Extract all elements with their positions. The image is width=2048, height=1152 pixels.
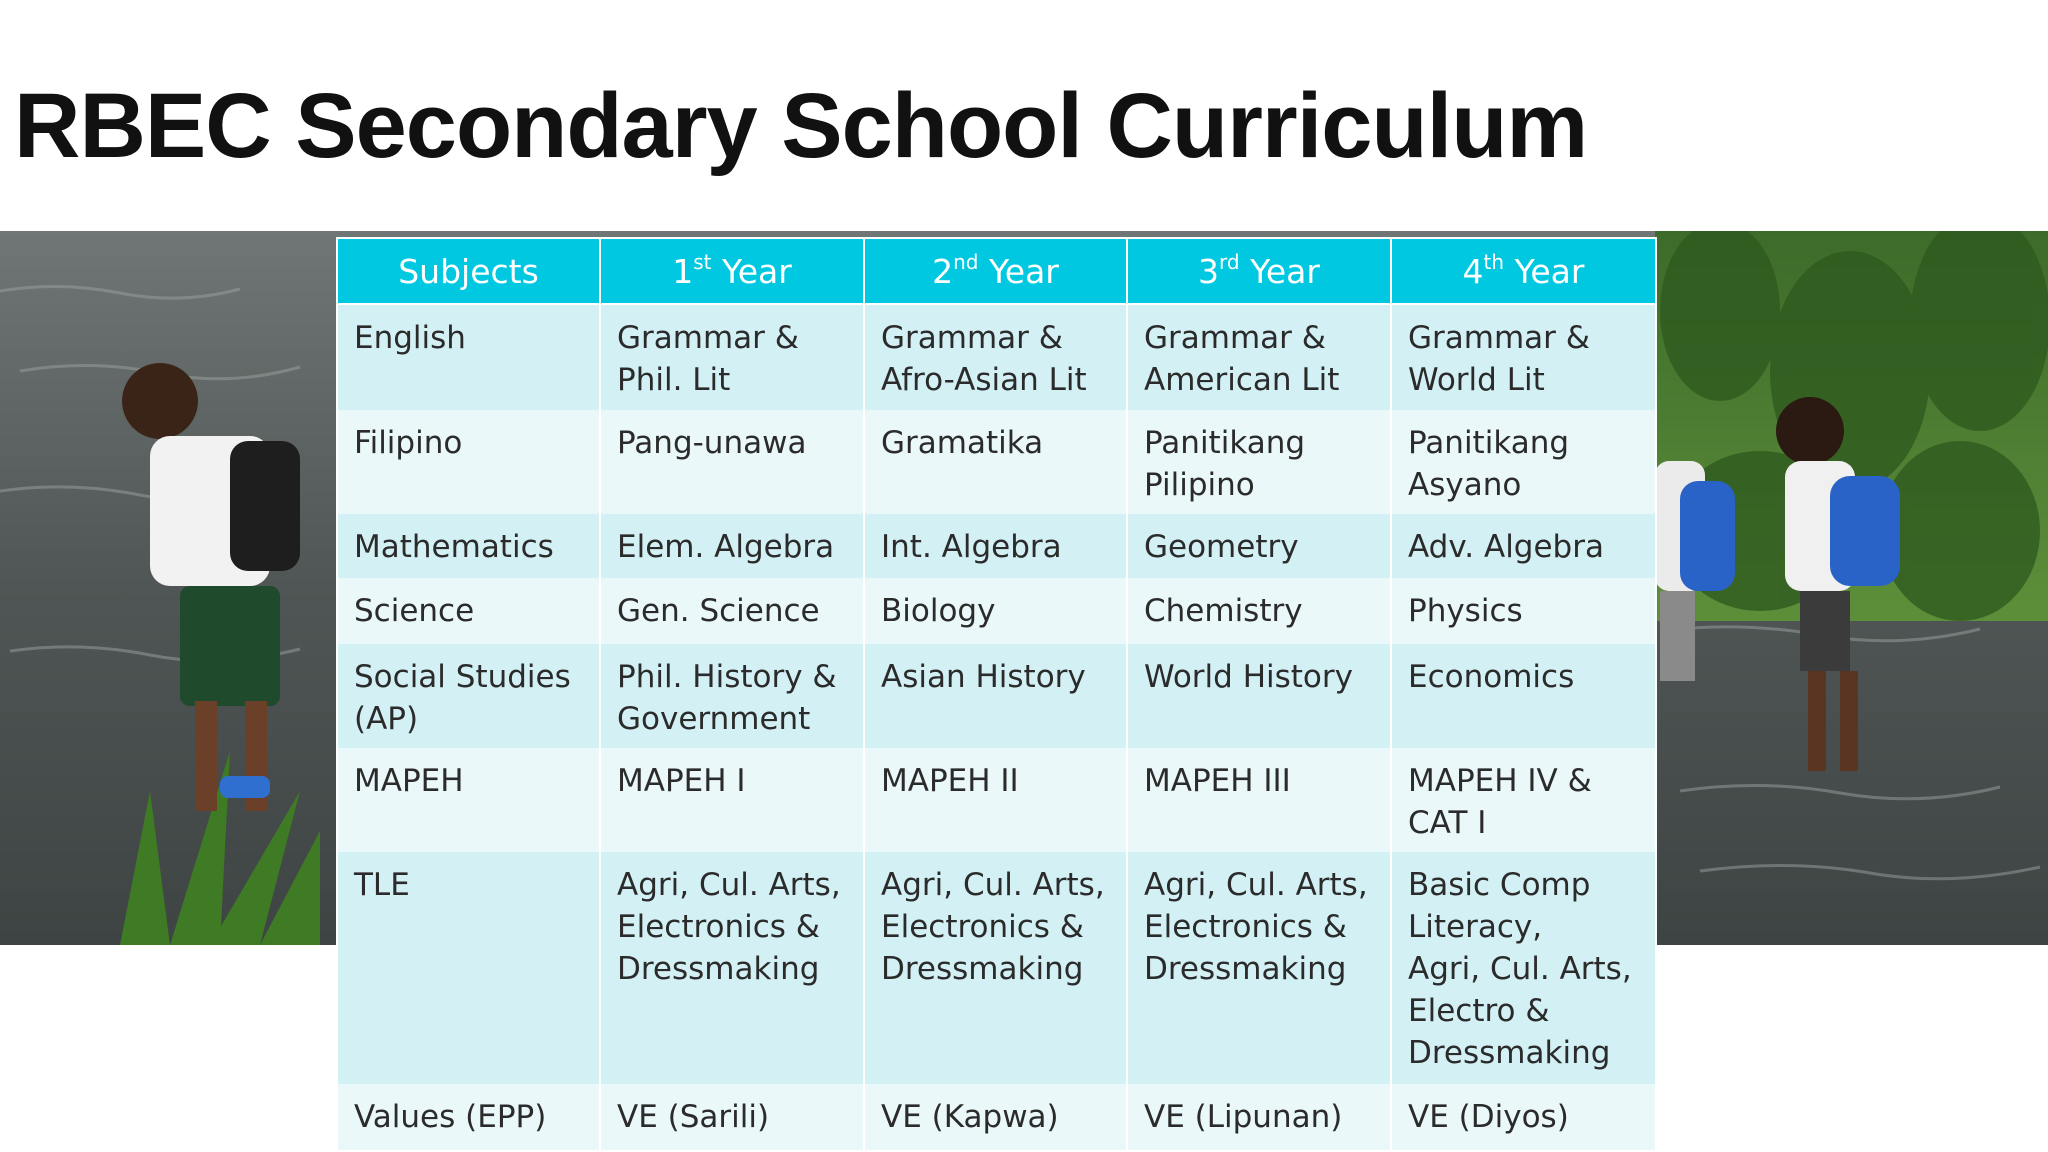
- table-row: MAPEH MAPEH I MAPEH II MAPEH III MAPEH I…: [336, 748, 1657, 852]
- cell-2nd-year: Int. Algebra: [863, 514, 1128, 578]
- table-row: Social Studies (AP) Phil. History & Gove…: [336, 644, 1657, 748]
- cell-subject: Values (EPP): [336, 1084, 601, 1150]
- partial-child-figure: [1655, 461, 1735, 681]
- cell-subject: Filipino: [336, 410, 601, 514]
- curriculum-table: Subjects 1st Year 2nd Year 3rd Year 4th …: [336, 237, 1657, 1150]
- cell-1st-year: MAPEH I: [599, 748, 865, 852]
- cell-1st-year: Pang-unawa: [599, 410, 865, 514]
- table-row: Mathematics Elem. Algebra Int. Algebra G…: [336, 514, 1657, 578]
- table-row: English Grammar & Phil. Lit Grammar & Af…: [336, 304, 1657, 410]
- cell-3rd-year: Geometry: [1126, 514, 1392, 578]
- cell-subject: Social Studies (AP): [336, 644, 601, 748]
- cell-subject: MAPEH: [336, 748, 601, 852]
- cell-1st-year: Agri, Cul. Arts, Electronics & Dressmaki…: [599, 852, 865, 1084]
- table-row: Values (EPP) VE (Sarili) VE (Kapwa) VE (…: [336, 1084, 1657, 1150]
- cell-4th-year: Grammar & World Lit: [1390, 304, 1657, 410]
- left-child-figure: [122, 363, 300, 811]
- cell-2nd-year: VE (Kapwa): [863, 1084, 1128, 1150]
- cell-4th-year: Basic Comp Literacy, Agri, Cul. Arts, El…: [1390, 852, 1657, 1084]
- cell-subject: Science: [336, 578, 601, 644]
- table-row: TLE Agri, Cul. Arts, Electronics & Dress…: [336, 852, 1657, 1084]
- cell-4th-year: MAPEH IV & CAT I: [1390, 748, 1657, 852]
- cell-1st-year: Grammar & Phil. Lit: [599, 304, 865, 410]
- cell-1st-year: Gen. Science: [599, 578, 865, 644]
- cell-2nd-year: Grammar & Afro-Asian Lit: [863, 304, 1128, 410]
- cell-2nd-year: Biology: [863, 578, 1128, 644]
- cell-1st-year: VE (Sarili): [599, 1084, 865, 1150]
- cell-3rd-year: VE (Lipunan): [1126, 1084, 1392, 1150]
- table-row: Filipino Pang-unawa Gramatika Panitikang…: [336, 410, 1657, 514]
- cell-1st-year: Elem. Algebra: [599, 514, 865, 578]
- cell-3rd-year: MAPEH III: [1126, 748, 1392, 852]
- cell-2nd-year: Agri, Cul. Arts, Electronics & Dressmaki…: [863, 852, 1128, 1084]
- cell-2nd-year: Gramatika: [863, 410, 1128, 514]
- cell-3rd-year: Panitikang Pilipino: [1126, 410, 1392, 514]
- cell-3rd-year: Grammar & American Lit: [1126, 304, 1392, 410]
- cell-3rd-year: Chemistry: [1126, 578, 1392, 644]
- cell-subject: English: [336, 304, 601, 410]
- cell-4th-year: Economics: [1390, 644, 1657, 748]
- slide-title: RBEC Secondary School Curriculum: [14, 75, 1588, 177]
- cell-1st-year: Phil. History & Government: [599, 644, 865, 748]
- header-subjects: Subjects: [336, 237, 601, 305]
- cell-subject: TLE: [336, 852, 601, 1084]
- cell-4th-year: Panitikang Asyano: [1390, 410, 1657, 514]
- cell-2nd-year: MAPEH II: [863, 748, 1128, 852]
- header-1st-year: 1st Year: [599, 237, 865, 305]
- cell-4th-year: Adv. Algebra: [1390, 514, 1657, 578]
- header-3rd-year: 3rd Year: [1126, 237, 1392, 305]
- right-child-figure: [1776, 397, 1900, 771]
- cell-subject: Mathematics: [336, 514, 601, 578]
- cell-4th-year: VE (Diyos): [1390, 1084, 1657, 1150]
- header-2nd-year: 2nd Year: [863, 237, 1128, 305]
- cell-3rd-year: World History: [1126, 644, 1392, 748]
- header-4th-year: 4th Year: [1390, 237, 1657, 305]
- cell-3rd-year: Agri, Cul. Arts, Electronics & Dressmaki…: [1126, 852, 1392, 1084]
- cell-2nd-year: Asian History: [863, 644, 1128, 748]
- table-header-row: Subjects 1st Year 2nd Year 3rd Year 4th …: [336, 237, 1657, 305]
- cell-4th-year: Physics: [1390, 578, 1657, 644]
- table-row: Science Gen. Science Biology Chemistry P…: [336, 578, 1657, 644]
